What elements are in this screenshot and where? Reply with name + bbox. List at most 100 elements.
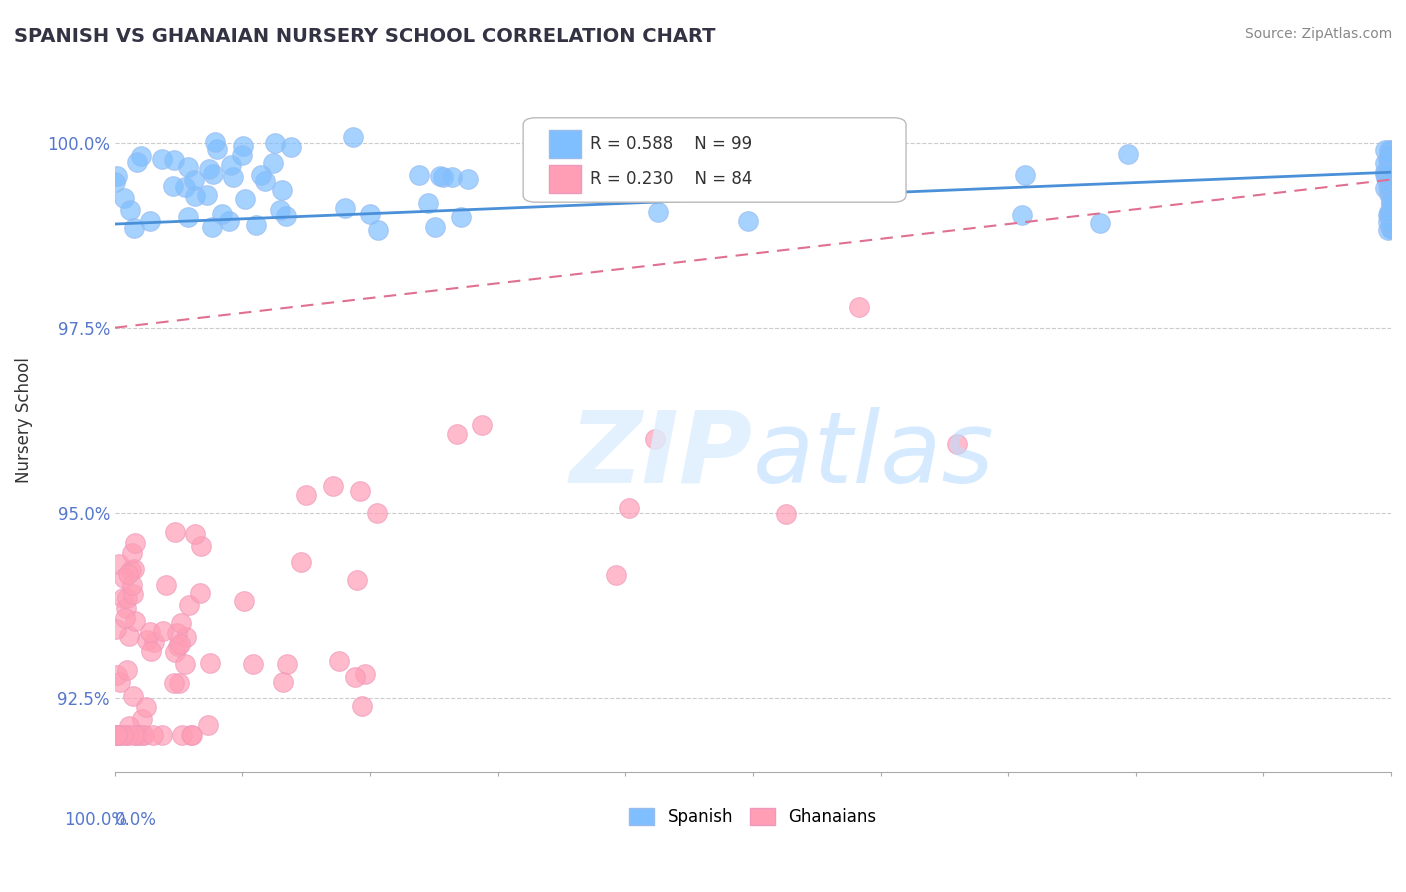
- Ghanaians: [276, 657, 298, 672]
- Ghanaians: [167, 639, 190, 653]
- Spanish: [174, 179, 197, 194]
- Spanish: [1378, 223, 1400, 237]
- Spanish: [1374, 155, 1396, 169]
- Ghanaians: [114, 611, 136, 625]
- Ghanaians: [108, 675, 131, 690]
- Ghanaians: [446, 427, 468, 442]
- Ghanaians: [328, 654, 350, 668]
- Ghanaians: [180, 728, 202, 742]
- Spanish: [731, 145, 754, 160]
- Ghanaians: [124, 536, 146, 550]
- Ghanaians: [152, 624, 174, 638]
- Text: ZIP: ZIP: [569, 407, 752, 504]
- Spanish: [204, 136, 226, 150]
- Spanish: [429, 169, 451, 184]
- Spanish: [269, 202, 291, 217]
- Ghanaians: [121, 545, 143, 559]
- Ghanaians: [346, 573, 368, 587]
- Spanish: [1378, 153, 1400, 167]
- Ghanaians: [117, 566, 139, 581]
- Spanish: [104, 175, 127, 189]
- Ghanaians: [198, 656, 221, 670]
- Spanish: [1379, 184, 1402, 198]
- Spanish: [200, 219, 222, 234]
- Ghanaians: [143, 634, 166, 648]
- Spanish: [546, 182, 568, 196]
- Spanish: [1379, 178, 1402, 192]
- Spanish: [177, 160, 200, 174]
- Text: R = 0.588    N = 99: R = 0.588 N = 99: [589, 135, 752, 153]
- Ghanaians: [162, 675, 184, 690]
- Ghanaians: [118, 629, 141, 643]
- Spanish: [1378, 143, 1400, 157]
- Spanish: [1374, 167, 1396, 181]
- Spanish: [1379, 196, 1402, 211]
- Spanish: [271, 183, 294, 197]
- Spanish: [127, 155, 149, 169]
- Text: atlas: atlas: [752, 407, 994, 504]
- Spanish: [1374, 165, 1396, 179]
- Spanish: [367, 223, 389, 237]
- Legend: Spanish, Ghanaians: Spanish, Ghanaians: [621, 799, 884, 834]
- Spanish: [1379, 166, 1402, 180]
- Spanish: [1379, 221, 1402, 235]
- Spanish: [211, 207, 233, 221]
- Spanish: [1011, 209, 1033, 223]
- Spanish: [207, 142, 229, 156]
- Spanish: [1378, 149, 1400, 163]
- Ghanaians: [848, 300, 870, 314]
- Spanish: [231, 148, 253, 162]
- Ghanaians: [617, 500, 640, 515]
- Text: Source: ZipAtlas.com: Source: ZipAtlas.com: [1244, 27, 1392, 41]
- Ghanaians: [121, 577, 143, 591]
- Spanish: [1375, 170, 1398, 185]
- Ghanaians: [135, 699, 157, 714]
- Ghanaians: [349, 484, 371, 499]
- Spanish: [218, 214, 240, 228]
- Spanish: [1379, 213, 1402, 227]
- Ghanaians: [115, 663, 138, 677]
- Spanish: [177, 211, 200, 225]
- Spanish: [112, 191, 135, 205]
- Ghanaians: [117, 728, 139, 742]
- Spanish: [1379, 192, 1402, 206]
- Spanish: [232, 139, 254, 153]
- Spanish: [457, 172, 479, 186]
- Ghanaians: [233, 593, 256, 607]
- Spanish: [139, 214, 162, 228]
- Spanish: [1379, 149, 1402, 163]
- Ghanaians: [605, 568, 627, 582]
- Ghanaians: [295, 488, 318, 502]
- Ghanaians: [190, 539, 212, 553]
- Spanish: [1378, 187, 1400, 202]
- Spanish: [122, 220, 145, 235]
- Ghanaians: [179, 598, 201, 612]
- Spanish: [333, 201, 356, 215]
- Spanish: [162, 179, 184, 194]
- Ghanaians: [118, 719, 141, 733]
- Spanish: [647, 205, 669, 219]
- Ghanaians: [127, 728, 149, 742]
- Spanish: [1379, 161, 1402, 176]
- Spanish: [1379, 222, 1402, 236]
- Ghanaians: [141, 644, 163, 658]
- Spanish: [222, 170, 245, 185]
- Spanish: [1379, 217, 1402, 231]
- Ghanaians: [122, 728, 145, 742]
- Spanish: [1376, 215, 1399, 229]
- FancyBboxPatch shape: [548, 165, 581, 193]
- Ghanaians: [120, 563, 142, 577]
- Spanish: [1378, 147, 1400, 161]
- Ghanaians: [169, 615, 191, 630]
- Ghanaians: [184, 527, 207, 541]
- Ghanaians: [104, 623, 127, 637]
- Spanish: [1379, 180, 1402, 194]
- Ghanaians: [131, 712, 153, 726]
- Spanish: [249, 168, 271, 182]
- Ghanaians: [167, 676, 190, 690]
- Ghanaians: [644, 432, 666, 446]
- Spanish: [1379, 220, 1402, 235]
- Spanish: [425, 219, 447, 234]
- Ghanaians: [155, 578, 177, 592]
- Ghanaians: [165, 645, 187, 659]
